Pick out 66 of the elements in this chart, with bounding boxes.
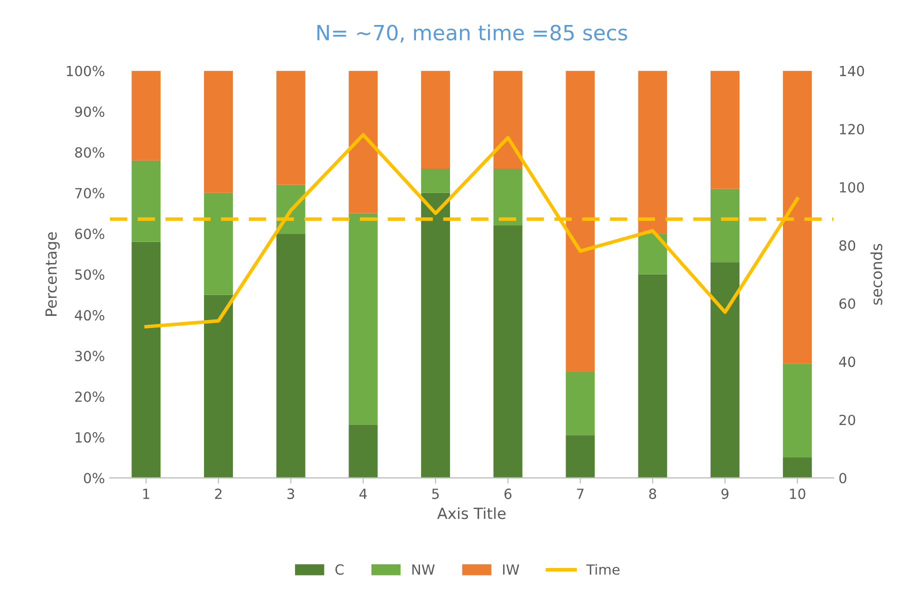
legend-label: Time — [586, 564, 620, 575]
x-tick-label: 6 — [504, 488, 512, 500]
x-tick-label: 3 — [287, 488, 294, 500]
bar — [566, 70, 595, 372]
y-tick-label: 40% — [74, 310, 104, 321]
bar — [638, 234, 668, 274]
y-tick-label: 80% — [75, 147, 104, 158]
bar — [348, 424, 378, 478]
bar — [421, 70, 450, 169]
bar — [421, 192, 450, 478]
bar — [348, 213, 378, 425]
bar — [493, 226, 522, 478]
y2-tick-label: 20 — [839, 414, 856, 426]
bar — [204, 70, 233, 193]
bar — [348, 70, 378, 214]
y-tick-label: 90% — [75, 106, 104, 117]
bar — [710, 188, 740, 262]
x-tick-label: 5 — [432, 488, 439, 500]
y-tick-label: 20% — [75, 391, 104, 402]
y-tick-label: 50% — [75, 269, 104, 280]
legend-label: IW — [503, 564, 520, 575]
x-axis-title: Axis Title — [437, 507, 506, 520]
bar — [710, 70, 740, 189]
bar — [132, 70, 161, 160]
bar — [782, 458, 812, 478]
bar — [638, 70, 668, 234]
x-tick-label: 9 — [721, 488, 728, 500]
bar — [204, 192, 233, 295]
y-tick-label: 60% — [75, 228, 104, 240]
x-tick-label: 7 — [577, 488, 584, 499]
y-axis-title: Percentage — [45, 232, 60, 316]
y2-tick-label: 40 — [839, 356, 856, 368]
bar — [276, 234, 306, 478]
y-tick-label: 0% — [84, 472, 104, 484]
y-tick-label: 70% — [75, 188, 104, 198]
x-tick-label: 10 — [790, 488, 806, 500]
bar — [566, 372, 595, 436]
bar — [276, 70, 306, 185]
bar — [638, 274, 668, 478]
y-tick-label: 30% — [75, 350, 104, 362]
y-tick-label: 100% — [66, 66, 104, 76]
x-tick-label: 1 — [143, 488, 150, 499]
y2-tick-label: 80 — [839, 240, 856, 251]
y2-axis-title: seconds — [870, 244, 882, 305]
chart-title: N= ~70, mean time =85 secs — [317, 24, 628, 43]
bar — [710, 262, 740, 478]
bar — [204, 294, 233, 478]
y2-tick-label: 0 — [839, 472, 846, 484]
legend-label: C — [335, 564, 344, 575]
bar — [132, 242, 161, 478]
bar — [132, 160, 161, 242]
bar — [493, 168, 522, 226]
x-tick-label: 2 — [215, 488, 222, 499]
bar — [421, 168, 450, 193]
y2-tick-label: 140 — [840, 66, 864, 76]
y2-tick-label: 60 — [839, 298, 856, 309]
bar — [493, 70, 522, 169]
y2-tick-label: 100 — [840, 182, 864, 193]
bar — [566, 435, 595, 478]
y2-tick-label: 120 — [840, 124, 864, 134]
x-tick-label: 8 — [649, 488, 656, 500]
y-tick-label: 10% — [76, 432, 104, 443]
x-tick-label: 4 — [359, 488, 367, 499]
bar — [782, 364, 812, 458]
bar — [782, 70, 812, 364]
legend-label: NW — [412, 564, 435, 575]
